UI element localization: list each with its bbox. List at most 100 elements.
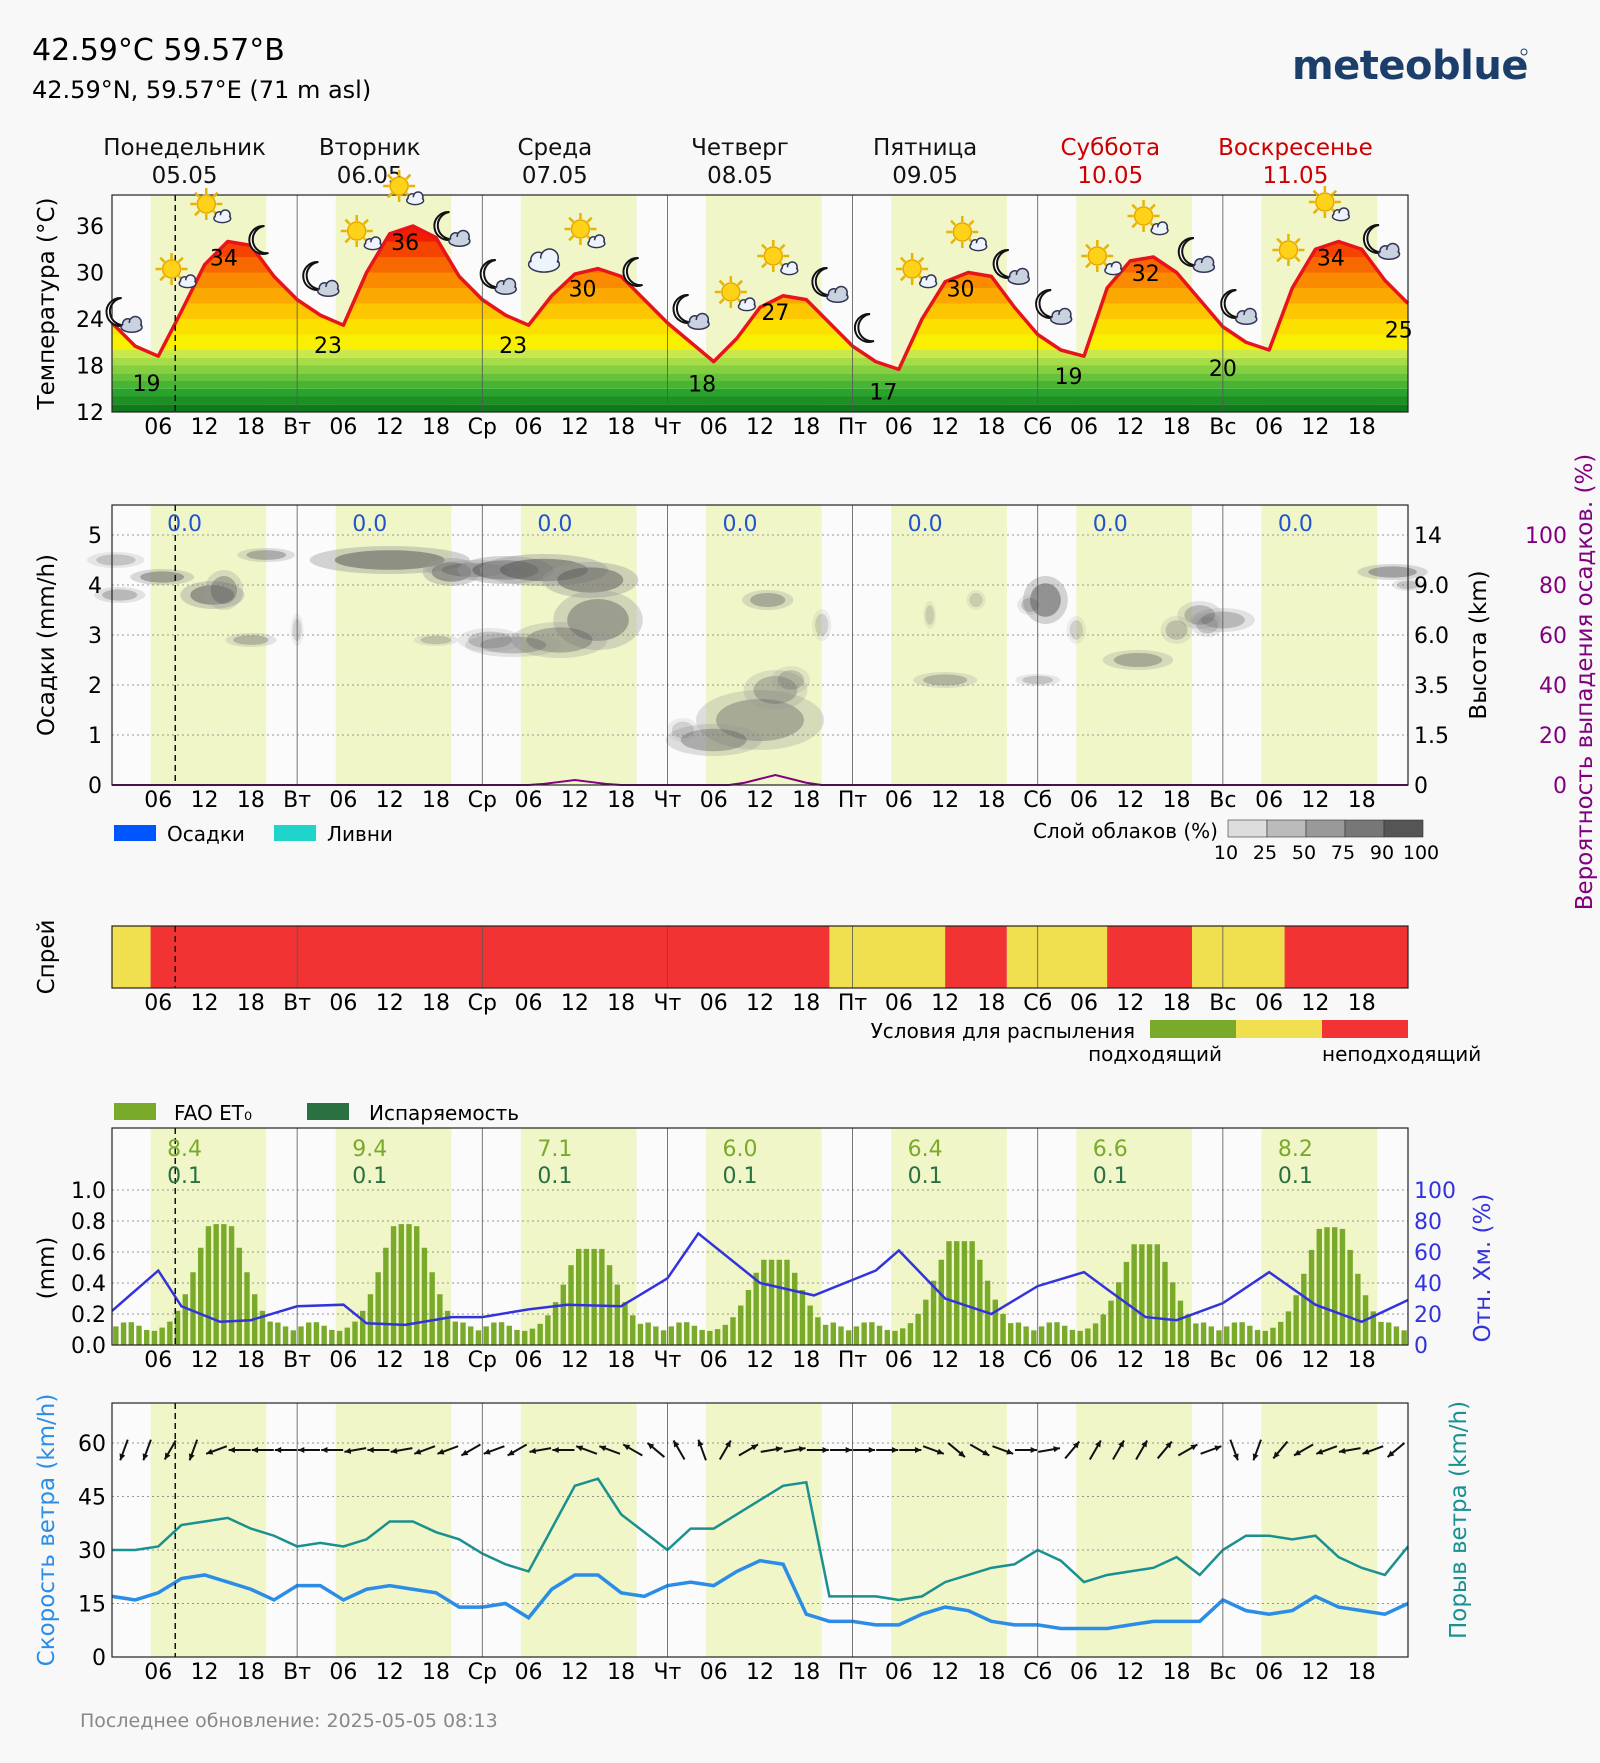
hour-tick: 12 — [746, 788, 774, 813]
moon-crescent — [248, 224, 269, 255]
temp-extreme-label: 30 — [569, 278, 597, 303]
et0-bar — [1301, 1273, 1307, 1345]
sun-disc — [196, 194, 217, 214]
hour-tick: 18 — [1163, 415, 1191, 440]
arrow-head — [414, 1448, 422, 1455]
sun-ray — [344, 218, 351, 225]
cloud-layer-area — [966, 590, 986, 610]
sun-icon — [190, 188, 223, 220]
cloud-layer-area — [743, 670, 808, 710]
cloud-icon — [1192, 255, 1216, 273]
plot-frame — [111, 925, 1409, 989]
wind-direction-arrow-icon — [992, 1445, 1014, 1455]
moon-icon — [248, 224, 269, 255]
daylight-band — [1076, 505, 1192, 785]
hour-tick: 06 — [515, 991, 543, 1016]
et0-bar — [676, 1322, 682, 1345]
arrow-head — [1316, 1448, 1324, 1455]
cloud-layer-core — [480, 636, 547, 654]
et0-bar — [390, 1226, 397, 1345]
day-abbr-tick: Вс — [1209, 415, 1236, 440]
arrow-head — [206, 1448, 214, 1455]
day-name: Воскресенье — [1218, 135, 1373, 161]
et0-bar — [784, 1259, 790, 1345]
temp-ylabel: Температура (°C) — [34, 198, 60, 411]
et0-bar — [1023, 1326, 1029, 1345]
et0-bar — [522, 1330, 528, 1345]
precip-ytick: 3 — [88, 624, 102, 649]
cloud-legend-tick: 75 — [1331, 842, 1355, 864]
cloud-layer-core — [777, 670, 805, 690]
day-abbr-tick: Вт — [283, 788, 311, 813]
wind-direction-arrow-icon — [344, 1447, 367, 1454]
et0-bar — [861, 1322, 867, 1345]
hour-tick: 18 — [792, 991, 820, 1016]
hour-tick: 12 — [1116, 991, 1144, 1016]
daily-et0-total: 9.4 — [352, 1137, 387, 1162]
et0-bar — [298, 1326, 304, 1345]
cloud-icon — [527, 248, 561, 273]
hour-tick: 06 — [700, 415, 728, 440]
et0-bar — [876, 1325, 883, 1345]
probability-tick: 60 — [1539, 624, 1567, 649]
temp-band — [112, 388, 1408, 397]
hour-tick: 06 — [144, 1348, 172, 1373]
sun-disc — [161, 259, 182, 279]
legend-precip-label: Осадки — [167, 822, 245, 846]
hour-tick: 12 — [1301, 1348, 1329, 1373]
et0-bar — [915, 1313, 921, 1345]
day-abbr-tick: Чт — [653, 1660, 681, 1685]
et0-bar — [236, 1247, 242, 1345]
et0-bar — [452, 1321, 458, 1345]
et0-bar — [1046, 1322, 1052, 1345]
et0-bar — [1000, 1313, 1006, 1345]
et0-bar — [807, 1305, 813, 1345]
et0-bar — [167, 1321, 173, 1345]
arrow-head — [552, 1446, 559, 1454]
et0-bar — [460, 1322, 466, 1345]
sun-ray — [718, 279, 725, 286]
sun-disc — [902, 259, 922, 279]
hour-tick: 06 — [144, 415, 172, 440]
cloud-icon — [1104, 261, 1123, 276]
sun-ray — [950, 238, 957, 245]
hour-tick: 12 — [746, 991, 774, 1016]
day-abbr-tick: Пт — [838, 415, 868, 440]
cloud-layer-area — [422, 558, 481, 586]
daily-precip-total: 0.0 — [352, 512, 387, 537]
cloud-fill — [1051, 314, 1071, 324]
cloud-layer-core — [815, 613, 829, 637]
spray-legend-bad — [1322, 1020, 1408, 1038]
arrow-head — [1118, 1440, 1124, 1448]
cloud-layer-area — [1017, 595, 1043, 615]
wind-ytick: 60 — [78, 1432, 106, 1457]
cloud-layer-core — [567, 599, 629, 641]
daily-evaporation-total: 0.1 — [908, 1164, 943, 1189]
daily-precip-total: 0.0 — [537, 512, 572, 537]
arrow-head — [958, 1450, 966, 1458]
hour-tick: 12 — [1116, 1660, 1144, 1685]
hour-tick: 06 — [700, 788, 728, 813]
wind-direction-arrow-icon — [1088, 1439, 1102, 1461]
cloud-fill — [689, 319, 708, 329]
arrow-head — [298, 1446, 305, 1454]
hour-tick: 18 — [977, 415, 1005, 440]
wind-direction-arrow-icon — [899, 1446, 922, 1454]
arrow-head — [321, 1446, 328, 1454]
day-abbr-tick: Вт — [283, 1348, 311, 1373]
et0-bar — [1100, 1314, 1106, 1345]
cloud-layer-area — [771, 666, 811, 694]
rh-tick: 100 — [1414, 1179, 1456, 1204]
et0-bar — [128, 1322, 134, 1345]
hour-tick: 06 — [1070, 788, 1098, 813]
wind-direction-arrow-icon — [853, 1446, 876, 1454]
hour-tick: 12 — [376, 1660, 404, 1685]
sun-disc — [721, 282, 741, 302]
temp-band — [112, 365, 1408, 374]
day-abbr-tick: Чт — [653, 788, 681, 813]
wind-direction-arrow-icon — [460, 1443, 481, 1457]
wind-direction-arrow-icon — [575, 1445, 598, 1455]
cloud-layer-core — [102, 589, 138, 601]
et0-bar — [1085, 1328, 1091, 1345]
